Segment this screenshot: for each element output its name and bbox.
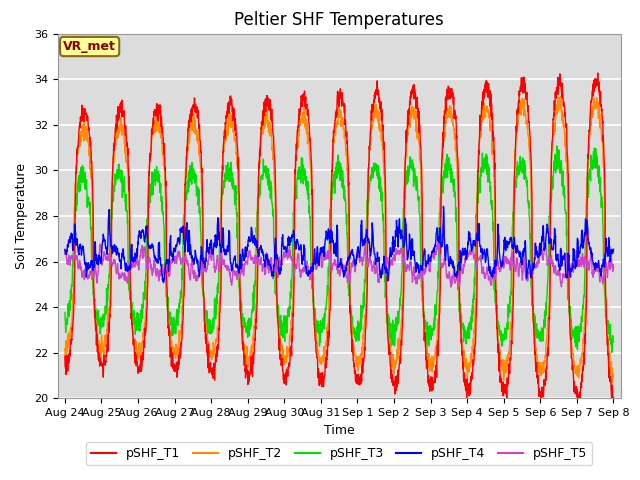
pSHF_T4 — [440, 204, 447, 209]
pSHF_T5 — [499, 257, 507, 263]
pSHF_T4 — [610, 246, 618, 252]
pSHF_T1 — [573, 403, 581, 408]
pSHF_T4 — [499, 255, 507, 261]
pSHF_T5 — [577, 254, 584, 260]
pSHF_T5 — [355, 253, 363, 259]
pSHF_T3 — [355, 337, 363, 343]
pSHF_T5 — [610, 264, 618, 270]
pSHF_T3 — [608, 349, 616, 355]
Legend: pSHF_T1, pSHF_T2, pSHF_T3, pSHF_T4, pSHF_T5: pSHF_T1, pSHF_T2, pSHF_T3, pSHF_T4, pSHF… — [86, 442, 593, 465]
pSHF_T4 — [159, 280, 167, 286]
pSHF_T5 — [214, 257, 221, 263]
Text: VR_met: VR_met — [63, 40, 116, 53]
pSHF_T1 — [594, 70, 602, 76]
Line: pSHF_T4: pSHF_T4 — [65, 206, 614, 283]
pSHF_T5 — [562, 275, 570, 280]
pSHF_T1 — [61, 353, 68, 359]
Y-axis label: Soil Temperature: Soil Temperature — [15, 163, 28, 269]
pSHF_T3 — [214, 287, 221, 292]
pSHF_T2 — [214, 324, 221, 329]
pSHF_T1 — [355, 379, 363, 385]
pSHF_T3 — [367, 173, 374, 179]
pSHF_T1 — [499, 381, 506, 387]
X-axis label: Time: Time — [324, 424, 355, 437]
pSHF_T5 — [61, 246, 68, 252]
pSHF_T3 — [577, 321, 584, 326]
pSHF_T3 — [553, 143, 561, 149]
pSHF_T3 — [610, 339, 618, 345]
Line: pSHF_T2: pSHF_T2 — [65, 96, 614, 383]
pSHF_T4 — [214, 215, 222, 221]
pSHF_T5 — [434, 240, 442, 246]
pSHF_T1 — [610, 395, 618, 400]
Line: pSHF_T3: pSHF_T3 — [65, 146, 614, 352]
pSHF_T4 — [577, 244, 584, 250]
pSHF_T4 — [562, 269, 570, 275]
pSHF_T1 — [561, 113, 569, 119]
Title: Peltier SHF Temperatures: Peltier SHF Temperatures — [234, 11, 444, 29]
pSHF_T4 — [355, 251, 363, 257]
pSHF_T2 — [610, 373, 618, 379]
pSHF_T2 — [61, 347, 68, 353]
Line: pSHF_T5: pSHF_T5 — [65, 243, 614, 287]
pSHF_T2 — [367, 135, 374, 141]
pSHF_T2 — [557, 94, 564, 99]
pSHF_T1 — [367, 124, 374, 130]
pSHF_T3 — [499, 340, 506, 346]
pSHF_T2 — [561, 144, 569, 150]
pSHF_T2 — [355, 362, 363, 368]
pSHF_T2 — [499, 368, 506, 373]
pSHF_T2 — [608, 380, 616, 386]
pSHF_T4 — [61, 247, 68, 252]
pSHF_T3 — [561, 207, 569, 213]
pSHF_T1 — [577, 390, 584, 396]
pSHF_T1 — [214, 347, 221, 352]
pSHF_T4 — [367, 246, 375, 252]
pSHF_T3 — [61, 310, 68, 315]
pSHF_T2 — [577, 356, 584, 361]
pSHF_T5 — [367, 258, 374, 264]
pSHF_T5 — [447, 284, 454, 290]
Line: pSHF_T1: pSHF_T1 — [65, 73, 614, 406]
